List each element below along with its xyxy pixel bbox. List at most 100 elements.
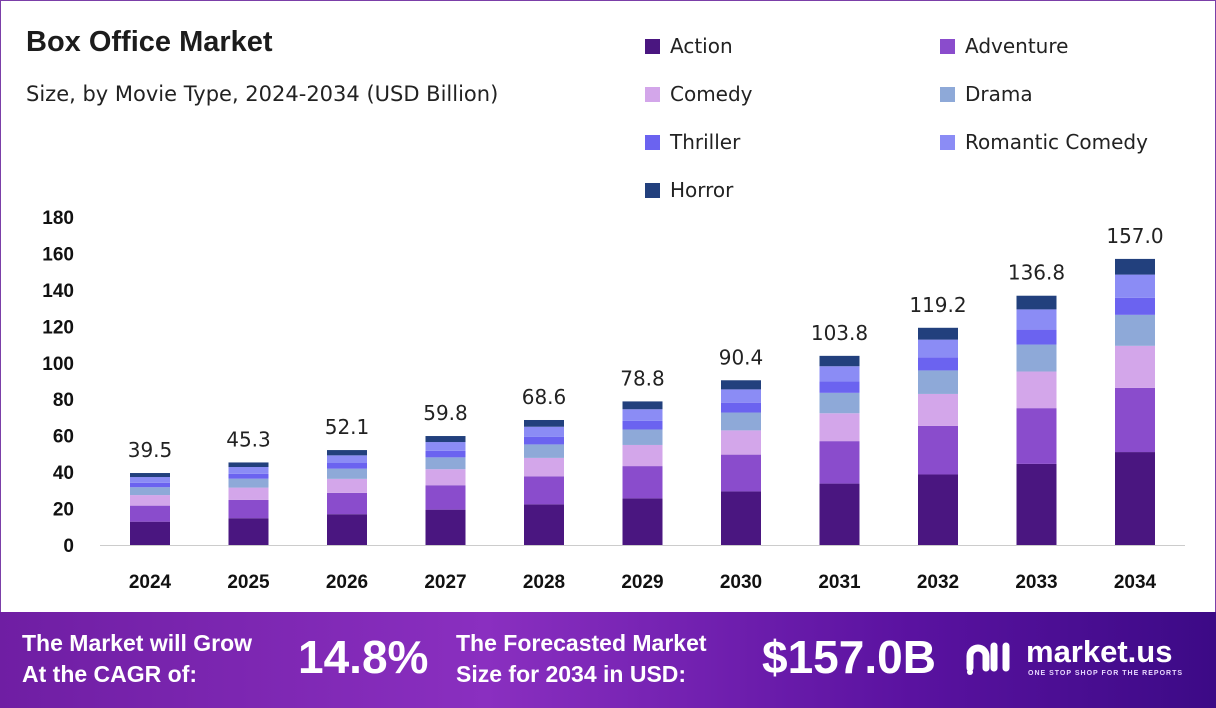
legend-swatch bbox=[940, 86, 955, 102]
bar-segment-romantic-comedy bbox=[819, 366, 860, 382]
total-label: 39.5 bbox=[128, 438, 173, 462]
bar-segment-thriller bbox=[1115, 297, 1155, 315]
bar-segment-horror bbox=[721, 380, 761, 390]
legend-swatch bbox=[940, 134, 955, 150]
bar-segment-action bbox=[1115, 452, 1155, 545]
legend-label: Comedy bbox=[670, 82, 753, 106]
bar-segment-adventure bbox=[130, 505, 170, 522]
legend-item: Comedy bbox=[645, 82, 753, 106]
y-tick-label: 140 bbox=[42, 281, 74, 302]
legend-swatch bbox=[645, 134, 660, 150]
x-tick-label: 2029 bbox=[621, 572, 663, 593]
cagr-value: 14.8% bbox=[298, 631, 429, 683]
bar-segment-comedy bbox=[622, 444, 663, 467]
bar-segment-horror bbox=[228, 462, 269, 468]
bar-segment-comedy bbox=[819, 413, 860, 442]
bar-segment-horror bbox=[1016, 295, 1057, 310]
legend-label: Drama bbox=[965, 82, 1033, 106]
bar-segment-romantic-comedy bbox=[228, 467, 269, 474]
bar-segment-action bbox=[819, 483, 860, 545]
legend-swatch bbox=[645, 182, 660, 198]
bar-segment-thriller bbox=[425, 450, 466, 458]
legend-item: Romantic Comedy bbox=[940, 130, 1148, 154]
bar-segment-romantic-comedy bbox=[130, 477, 170, 483]
bar-segment-romantic-comedy bbox=[524, 426, 564, 437]
bar-segment-horror bbox=[425, 436, 466, 443]
total-label: 45.3 bbox=[226, 427, 271, 451]
bar-segment-action bbox=[425, 509, 466, 545]
legend-label: Horror bbox=[670, 178, 734, 202]
bar-segment-drama bbox=[721, 412, 761, 431]
size-value: $157.0B bbox=[762, 631, 936, 683]
bar-segment-action bbox=[918, 474, 958, 545]
bar-segment-thriller bbox=[327, 463, 367, 469]
bar-segment-romantic-comedy bbox=[425, 442, 466, 451]
market-us-logo-icon bbox=[966, 642, 1010, 675]
bar-segment-action bbox=[1016, 463, 1057, 545]
total-label: 136.8 bbox=[1008, 261, 1065, 285]
bar-segment-action bbox=[130, 521, 170, 545]
bar-segment-romantic-comedy bbox=[327, 455, 367, 463]
y-tick-label: 60 bbox=[53, 427, 74, 448]
bar-segment-comedy bbox=[228, 487, 269, 500]
bar-segment-drama bbox=[130, 487, 170, 496]
cagr-label-line2: At the CAGR of: bbox=[22, 661, 198, 687]
legend-label: Adventure bbox=[965, 34, 1069, 58]
bar-segment-thriller bbox=[721, 402, 761, 413]
legend-label: Romantic Comedy bbox=[965, 130, 1148, 154]
bar-segment-drama bbox=[1016, 344, 1057, 372]
bar-segment-drama bbox=[918, 370, 958, 394]
bar-segment-action bbox=[327, 514, 367, 545]
total-label: 90.4 bbox=[719, 345, 764, 369]
bar-segment-horror bbox=[918, 327, 958, 340]
total-label: 119.2 bbox=[909, 293, 966, 317]
chart-title: Box Office Market bbox=[26, 26, 273, 58]
bar-segment-action bbox=[622, 498, 663, 545]
legend-swatch bbox=[940, 38, 955, 54]
bar-segment-thriller bbox=[819, 381, 860, 393]
y-tick-label: 180 bbox=[42, 208, 74, 229]
total-label: 103.8 bbox=[811, 321, 868, 345]
x-tick-label: 2027 bbox=[424, 572, 466, 593]
bar-segment-thriller bbox=[622, 420, 663, 430]
bar-segment-comedy bbox=[425, 469, 466, 486]
bar-segment-romantic-comedy bbox=[918, 339, 958, 358]
x-tick-label: 2026 bbox=[326, 572, 368, 593]
bar-segment-thriller bbox=[918, 357, 958, 371]
bar-segment-romantic-comedy bbox=[1016, 309, 1057, 330]
bar-segment-drama bbox=[228, 478, 269, 488]
bar-segment-drama bbox=[327, 468, 367, 479]
x-tick-label: 2033 bbox=[1015, 572, 1057, 593]
y-tick-label: 160 bbox=[42, 244, 74, 265]
bar-segment-comedy bbox=[721, 430, 761, 455]
bar-segment-comedy bbox=[524, 457, 564, 477]
x-tick-label: 2028 bbox=[523, 572, 565, 593]
bar-segment-adventure bbox=[1115, 387, 1155, 453]
bar-segment-action bbox=[721, 491, 761, 545]
bar-segment-action bbox=[524, 504, 564, 545]
bar-segment-adventure bbox=[819, 441, 860, 484]
legend-swatch bbox=[645, 86, 660, 102]
chart-area: 0 20 40 60 80 100 120 140 160 180 39.5 2024 45.3 2025… bbox=[42, 208, 1185, 593]
bar-segment-thriller bbox=[130, 482, 170, 488]
bar-segment-horror bbox=[327, 450, 367, 456]
cagr-label-line1: The Market will Grow bbox=[22, 630, 253, 656]
logo-text: market.us bbox=[1026, 634, 1173, 669]
footer-banner: The Market will Grow At the CAGR of: 14.8… bbox=[0, 612, 1216, 708]
legend-label: Action bbox=[670, 34, 733, 58]
y-tick-label: 40 bbox=[53, 463, 74, 484]
size-label-line2: Size for 2034 in USD: bbox=[456, 661, 687, 687]
x-tick-label: 2034 bbox=[1114, 572, 1157, 593]
total-label: 52.1 bbox=[325, 415, 370, 439]
bar-segment-drama bbox=[1115, 314, 1155, 346]
bar-segment-drama bbox=[524, 444, 564, 458]
x-tick-label: 2024 bbox=[129, 572, 172, 593]
bar-segment-horror bbox=[622, 401, 663, 410]
y-tick-label: 20 bbox=[53, 500, 74, 521]
bar-segment-horror bbox=[524, 419, 564, 427]
chart-subtitle: Size, by Movie Type, 2024-2034 (USD Bill… bbox=[26, 82, 499, 106]
x-tick-label: 2025 bbox=[227, 572, 270, 593]
bar-segment-drama bbox=[819, 392, 860, 414]
bar-segment-horror bbox=[1115, 258, 1155, 275]
legend-item: Action bbox=[645, 34, 733, 58]
